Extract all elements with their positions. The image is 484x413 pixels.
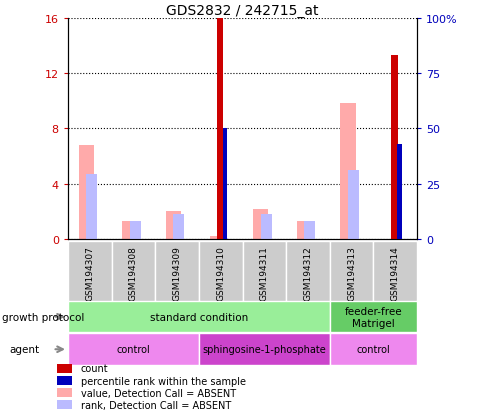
Bar (209, 237, 225, 240)
Bar (173, 215, 184, 240)
Bar (397, 145, 401, 240)
Bar (57, 400, 72, 409)
Text: standard condition: standard condition (150, 312, 247, 322)
Bar (122, 222, 137, 240)
Bar (347, 171, 358, 240)
Text: control: control (116, 344, 150, 354)
Bar (340, 104, 355, 240)
Bar (216, 238, 227, 240)
Text: GSM194310: GSM194310 (216, 245, 225, 300)
Text: GSM194309: GSM194309 (172, 245, 181, 300)
Text: GSM194312: GSM194312 (303, 245, 312, 300)
Bar (57, 376, 72, 385)
Bar (329, 242, 373, 301)
Text: sphingosine-1-phosphate: sphingosine-1-phosphate (202, 344, 326, 354)
Bar (216, 19, 223, 240)
Bar (373, 242, 416, 301)
Bar (78, 146, 94, 240)
Text: percentile rank within the sample: percentile rank within the sample (80, 376, 245, 386)
Text: agent: agent (10, 344, 40, 354)
Bar (68, 333, 198, 366)
Text: control: control (356, 344, 390, 354)
Bar (286, 242, 329, 301)
Text: rank, Detection Call = ABSENT: rank, Detection Call = ABSENT (80, 400, 230, 410)
Bar (111, 242, 155, 301)
Bar (296, 222, 312, 240)
Text: GSM194314: GSM194314 (390, 245, 399, 300)
Text: GSM194307: GSM194307 (85, 245, 94, 300)
Text: feeder-free
Matrigel: feeder-free Matrigel (344, 306, 401, 328)
Text: count: count (80, 363, 108, 374)
Title: GDS2832 / 242715_at: GDS2832 / 242715_at (166, 4, 318, 18)
Text: GSM194308: GSM194308 (129, 245, 137, 300)
Bar (198, 242, 242, 301)
Bar (329, 333, 416, 366)
Bar (329, 301, 416, 332)
Bar (166, 212, 181, 240)
Text: value, Detection Call = ABSENT: value, Detection Call = ABSENT (80, 388, 235, 398)
Text: growth protocol: growth protocol (2, 312, 85, 322)
Bar (390, 56, 397, 240)
Bar (68, 242, 111, 301)
Bar (242, 242, 286, 301)
Bar (260, 215, 271, 240)
Bar (129, 222, 140, 240)
Text: GSM194313: GSM194313 (347, 245, 355, 300)
Text: GSM194311: GSM194311 (259, 245, 268, 300)
Bar (57, 364, 72, 373)
Bar (155, 242, 198, 301)
Bar (198, 333, 329, 366)
Bar (222, 129, 227, 240)
Bar (57, 388, 72, 397)
Bar (68, 301, 329, 332)
Bar (303, 222, 315, 240)
Bar (86, 175, 97, 240)
Bar (253, 209, 268, 240)
